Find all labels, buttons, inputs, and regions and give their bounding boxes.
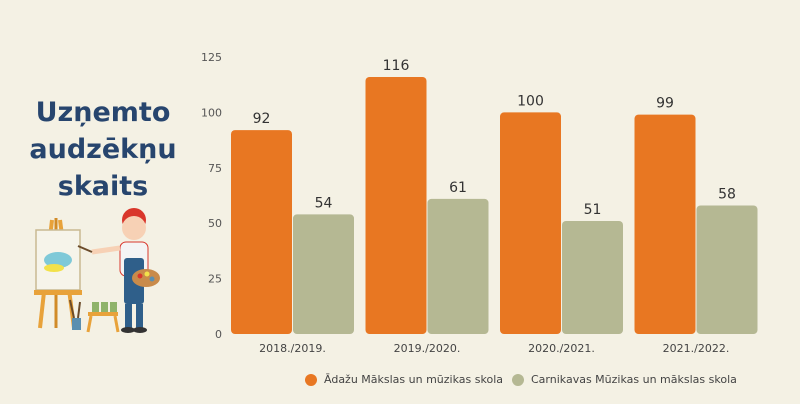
bar-series-2: [696, 205, 758, 334]
legend-label-series-2: Carnikavas Mūzikas un mākslas skola: [531, 373, 737, 386]
data-label: 92: [253, 111, 271, 127]
legend-item-series-2: Carnikavas Mūzikas un mākslas skola: [512, 373, 737, 386]
legend-swatch-series-1: [305, 373, 317, 386]
painter-illustration: [34, 208, 160, 333]
x-tick-label: 2020./2021.: [528, 342, 595, 355]
y-tick-label: 125: [201, 51, 222, 64]
bar-series-1: [231, 130, 292, 334]
title-line-1: Uzņemto: [35, 97, 171, 128]
x-tick-label: 2021./2022.: [663, 342, 730, 355]
y-tick-label: 100: [201, 106, 222, 119]
title-line-3: skaits: [57, 171, 149, 202]
data-label: 58: [718, 186, 736, 202]
data-label: 100: [517, 93, 544, 109]
legend-item-series-1: Ādažu Mākslas un mūzikas skola: [305, 373, 503, 386]
data-label: 51: [584, 202, 602, 218]
y-tick-label: 50: [208, 217, 222, 230]
bar-series-1: [365, 76, 427, 334]
chart-title: Uzņemto audzēkņu skaits: [18, 94, 188, 205]
title-line-2: audzēkņu: [29, 134, 177, 165]
bar-series-2: [293, 214, 354, 334]
y-tick-label: 25: [208, 273, 222, 286]
bar-series-1: [634, 114, 696, 334]
data-label: 99: [656, 96, 674, 112]
legend-label-series-1: Ādažu Mākslas un mūzikas skola: [324, 373, 503, 386]
x-tick-label: 2019./2020.: [394, 342, 461, 355]
y-tick-label: 75: [208, 162, 222, 175]
bar-series-2: [427, 198, 489, 334]
data-label: 116: [383, 58, 410, 74]
data-label: 61: [449, 180, 467, 196]
bar-series-1: [500, 112, 561, 335]
legend-swatch-series-2: [512, 373, 524, 386]
legend: Ādažu Mākslas un mūzikas skola Carnikava…: [0, 373, 800, 393]
y-tick-label: 0: [215, 328, 222, 341]
data-label: 54: [315, 195, 333, 211]
x-tick-label: 2018./2019.: [259, 342, 326, 355]
bar-series-2: [562, 220, 623, 334]
